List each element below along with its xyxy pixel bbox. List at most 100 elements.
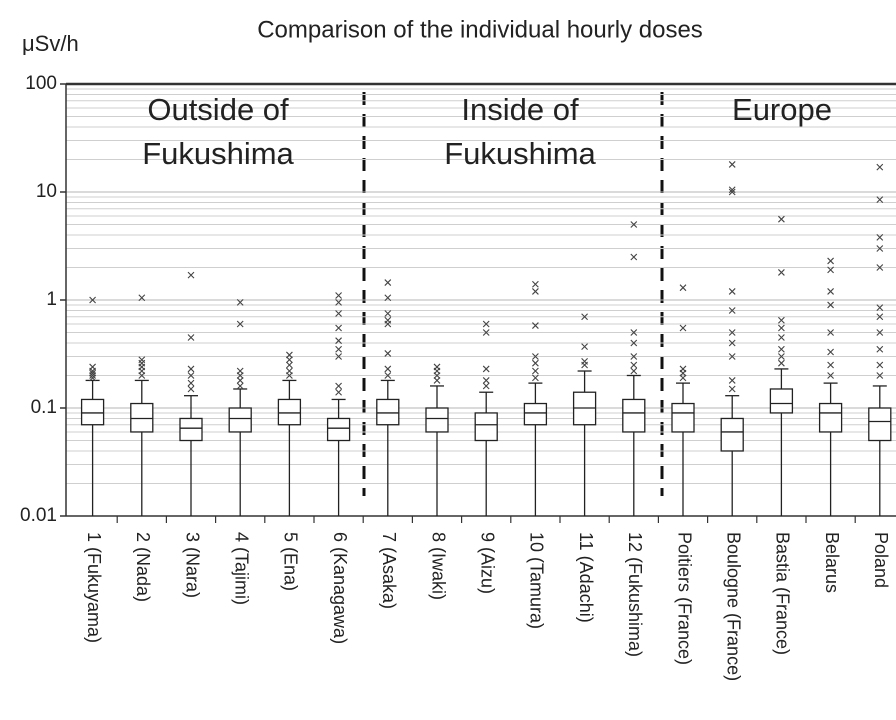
outlier bbox=[876, 196, 884, 204]
box bbox=[326, 417, 351, 442]
box bbox=[818, 402, 843, 433]
x-tick-label: Boulogne (France) bbox=[723, 532, 743, 681]
x-tick-label: 5 (Ena) bbox=[281, 532, 301, 591]
outlier bbox=[433, 363, 441, 371]
x-tick-label: 9 (Aizu) bbox=[477, 532, 497, 594]
box bbox=[80, 398, 105, 426]
group-label: Fukushima bbox=[142, 136, 294, 171]
outlier bbox=[236, 320, 244, 328]
box bbox=[130, 402, 154, 433]
outlier bbox=[827, 361, 834, 369]
outlier bbox=[384, 316, 392, 324]
box bbox=[868, 407, 892, 442]
outlier bbox=[89, 363, 96, 371]
outlier bbox=[532, 322, 539, 329]
y-tick-label: 1 bbox=[46, 289, 57, 310]
outlier bbox=[778, 359, 785, 367]
outlier bbox=[138, 294, 146, 302]
outlier bbox=[335, 292, 342, 299]
outlier bbox=[532, 288, 539, 295]
x-tick-label: Belarus bbox=[822, 532, 842, 593]
outlier bbox=[335, 345, 342, 353]
outlier bbox=[187, 365, 195, 373]
outlier bbox=[630, 221, 638, 228]
x-tick-label: 11 (Adachi) bbox=[576, 532, 596, 623]
box bbox=[179, 417, 203, 442]
outlier bbox=[778, 334, 785, 341]
outlier bbox=[876, 163, 884, 171]
x-tick-label: 12 (Fukushima) bbox=[625, 532, 645, 657]
x-tick-label: 2 (Nada) bbox=[133, 532, 153, 602]
outlier bbox=[384, 279, 392, 286]
outlier bbox=[778, 324, 785, 332]
outlier bbox=[827, 257, 834, 265]
outlier bbox=[482, 329, 490, 336]
outlier bbox=[286, 367, 293, 375]
outlier bbox=[433, 377, 441, 384]
outlier bbox=[89, 296, 96, 304]
outlier bbox=[482, 377, 490, 384]
outlier bbox=[532, 353, 539, 360]
outlier bbox=[876, 304, 884, 312]
outlier bbox=[876, 361, 884, 369]
x-tick-label: 4 (Tajimi) bbox=[231, 532, 251, 605]
y-tick-label: 0.1 bbox=[31, 397, 57, 418]
outlier bbox=[187, 271, 195, 279]
y-tick-label: 0.01 bbox=[20, 505, 57, 526]
y-axis-label: μSv/h bbox=[22, 31, 79, 56]
box bbox=[523, 402, 548, 426]
outlier bbox=[335, 310, 342, 317]
y-tick-label: 100 bbox=[25, 73, 57, 94]
outlier bbox=[728, 385, 736, 393]
outlier bbox=[679, 365, 687, 373]
outlier bbox=[728, 188, 736, 196]
outlier bbox=[581, 313, 588, 321]
outlier bbox=[482, 365, 490, 373]
outlier bbox=[827, 266, 834, 274]
box bbox=[720, 417, 744, 452]
outlier bbox=[728, 288, 736, 295]
outlier bbox=[728, 377, 736, 384]
outlier bbox=[876, 233, 884, 241]
x-tick-label: Poitiers (France) bbox=[674, 532, 694, 665]
group-label: Europe bbox=[732, 92, 832, 127]
outlier bbox=[187, 372, 195, 379]
outlier bbox=[236, 382, 244, 390]
outlier bbox=[187, 385, 195, 393]
outlier bbox=[728, 186, 736, 194]
outlier bbox=[630, 353, 638, 360]
x-tick-label: Poland bbox=[871, 532, 891, 588]
box bbox=[474, 412, 498, 442]
outlier bbox=[384, 372, 392, 379]
x-tick-label: 6 (Kanagawa) bbox=[330, 532, 350, 644]
group-label: Outside of bbox=[147, 92, 289, 127]
outlier bbox=[384, 310, 392, 317]
outlier bbox=[335, 382, 342, 390]
outlier bbox=[532, 367, 539, 375]
outlier bbox=[482, 382, 490, 390]
outlier bbox=[630, 329, 638, 336]
outlier bbox=[187, 334, 195, 341]
outlier bbox=[827, 288, 834, 295]
outlier bbox=[630, 339, 638, 347]
outlier bbox=[827, 348, 834, 356]
outlier bbox=[876, 345, 884, 353]
x-tick-label: 1 (Fukuyama) bbox=[84, 532, 104, 643]
outlier bbox=[581, 343, 588, 351]
outlier bbox=[335, 299, 342, 306]
y-tick-label: 10 bbox=[36, 181, 57, 202]
outlier bbox=[236, 299, 244, 306]
outlier bbox=[778, 269, 785, 276]
outlier bbox=[335, 388, 342, 396]
outlier bbox=[827, 372, 834, 379]
x-tick-label: 8 (Iwaki) bbox=[428, 532, 448, 600]
outlier bbox=[532, 280, 539, 288]
outlier bbox=[335, 353, 342, 360]
outlier bbox=[679, 284, 687, 292]
box bbox=[622, 398, 646, 433]
outlier bbox=[827, 329, 834, 336]
outlier bbox=[630, 367, 638, 375]
outlier bbox=[728, 329, 736, 336]
outlier bbox=[679, 324, 687, 332]
outlier bbox=[335, 324, 342, 332]
